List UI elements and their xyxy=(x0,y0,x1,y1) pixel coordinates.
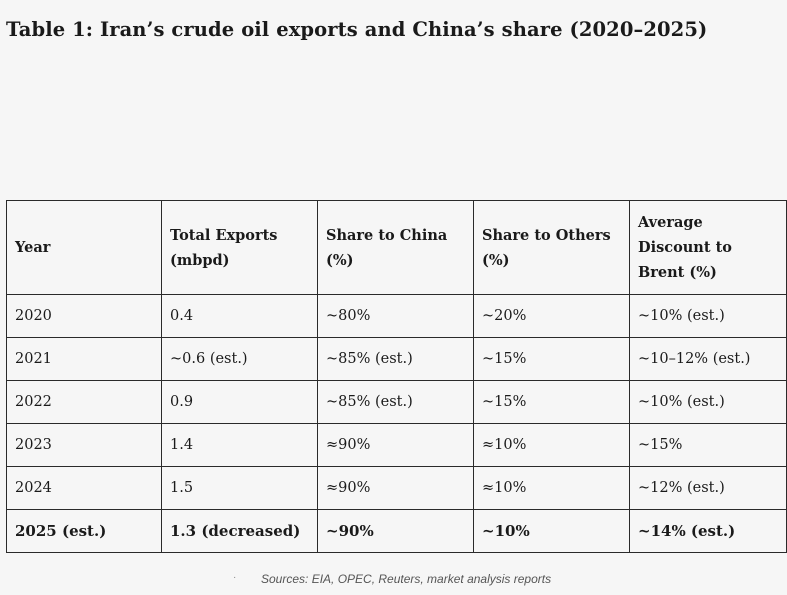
cell-average-discount: ~14% (est.) xyxy=(629,509,787,553)
cell-average-discount: ~10% (est.) xyxy=(629,380,787,424)
cell-share-china: ≈90% xyxy=(317,466,474,510)
header-average-discount: Average Discount to Brent (%) xyxy=(629,200,787,295)
header-share-others: Share to Others (%) xyxy=(473,200,630,295)
cell-year: 2024 xyxy=(6,466,162,510)
cell-total-exports: 0.9 xyxy=(161,380,318,424)
table-header-row: Year Total Exports (mbpd) Share to China… xyxy=(6,200,787,295)
cell-year: 2020 xyxy=(6,294,162,338)
header-share-china: Share to China (%) xyxy=(317,200,474,295)
cell-total-exports: 1.4 xyxy=(161,423,318,467)
cell-average-discount: ~15% xyxy=(629,423,787,467)
cell-share-china: ~85% (est.) xyxy=(317,380,474,424)
cell-share-others: ~15% xyxy=(473,337,630,381)
cell-year: 2022 xyxy=(6,380,162,424)
cell-year: 2021 xyxy=(6,337,162,381)
cell-average-discount: ~10–12% (est.) xyxy=(629,337,787,381)
cell-share-others: ≈10% xyxy=(473,466,630,510)
cell-share-others: ≈10% xyxy=(473,423,630,467)
cell-share-china: ~80% xyxy=(317,294,474,338)
table-row: 2020 0.4 ~80% ~20% ~10% (est.) xyxy=(6,294,787,338)
cell-share-china: ≈90% xyxy=(317,423,474,467)
exports-table: Year Total Exports (mbpd) Share to China… xyxy=(6,200,787,553)
table-row: 2021 ~0.6 (est.) ~85% (est.) ~15% ~10–12… xyxy=(6,337,787,381)
cell-total-exports: 1.3 (decreased) xyxy=(161,509,318,553)
table-row-estimate: 2025 (est.) 1.3 (decreased) ~90% ~10% ~1… xyxy=(6,509,787,553)
header-total-exports: Total Exports (mbpd) xyxy=(161,200,318,295)
cell-average-discount: ~10% (est.) xyxy=(629,294,787,338)
cell-total-exports: 0.4 xyxy=(161,294,318,338)
cell-total-exports: ~0.6 (est.) xyxy=(161,337,318,381)
cell-year: 2025 (est.) xyxy=(6,509,162,553)
cell-share-others: ~10% xyxy=(473,509,630,553)
cell-year: 2023 xyxy=(6,423,162,467)
bullet-icon: · xyxy=(233,572,237,583)
table-row: 2023 1.4 ≈90% ≈10% ~15% xyxy=(6,423,787,467)
source-text: Sources: EIA, OPEC, Reuters, market anal… xyxy=(261,572,552,586)
table-row: 2022 0.9 ~85% (est.) ~15% ~10% (est.) xyxy=(6,380,787,424)
header-year: Year xyxy=(6,200,162,295)
cell-share-others: ~15% xyxy=(473,380,630,424)
cell-average-discount: ~12% (est.) xyxy=(629,466,787,510)
cell-share-china: ~90% xyxy=(317,509,474,553)
cell-share-china: ~85% (est.) xyxy=(317,337,474,381)
cell-share-others: ~20% xyxy=(473,294,630,338)
table-row: 2024 1.5 ≈90% ≈10% ~12% (est.) xyxy=(6,466,787,510)
table-title: Table 1: Iran’s crude oil exports and Ch… xyxy=(6,18,708,41)
cell-total-exports: 1.5 xyxy=(161,466,318,510)
